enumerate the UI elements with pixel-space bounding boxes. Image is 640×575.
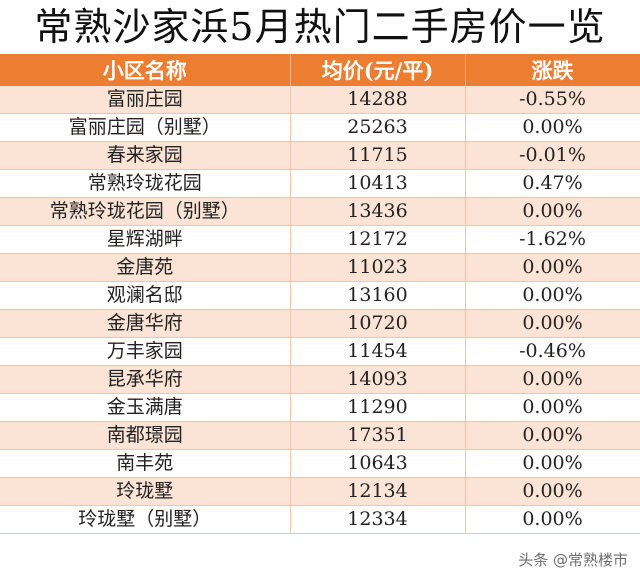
- cell-price: 17351: [290, 421, 466, 450]
- cell-change: -0.46%: [465, 337, 640, 366]
- table-header-row: 小区名称 均价(元/平) 涨跌: [0, 54, 640, 86]
- cell-change: 0.00%: [465, 113, 640, 142]
- header-price: 均价(元/平): [290, 54, 466, 86]
- cell-name: 南丰苑: [0, 449, 291, 478]
- table-row: 玲珑墅 12134 0.00%: [0, 477, 640, 506]
- cell-price: 10720: [290, 309, 466, 338]
- cell-name: 玲珑墅（别墅）: [0, 505, 291, 534]
- cell-name: 南都璟园: [0, 421, 291, 450]
- cell-price: 11290: [290, 393, 466, 422]
- cell-change: 0.47%: [465, 169, 640, 198]
- cell-price: 11454: [290, 337, 466, 366]
- table-row: 南丰苑 10643 0.00%: [0, 449, 640, 478]
- table-row: 金玉满唐 11290 0.00%: [0, 393, 640, 422]
- cell-price: 14093: [290, 365, 466, 394]
- cell-name: 万丰家园: [0, 337, 291, 366]
- cell-name: 常熟玲珑花园（别墅）: [0, 197, 291, 226]
- cell-change: 0.00%: [465, 281, 640, 310]
- cell-name: 金唐苑: [0, 253, 291, 282]
- cell-price: 11715: [290, 141, 466, 170]
- cell-change: -0.01%: [465, 141, 640, 170]
- table-row: 常熟玲珑花园（别墅） 13436 0.00%: [0, 197, 640, 226]
- cell-change: 0.00%: [465, 309, 640, 338]
- table-row: 南都璟园 17351 0.00%: [0, 421, 640, 450]
- table-row: 金唐苑 11023 0.00%: [0, 253, 640, 282]
- cell-name: 富丽庄园（别墅）: [0, 113, 291, 142]
- cell-price: 12334: [290, 505, 466, 534]
- cell-price: 25263: [290, 113, 466, 142]
- table-row: 富丽庄园 14288 -0.55%: [0, 86, 640, 114]
- table-row: 春来家园 11715 -0.01%: [0, 141, 640, 170]
- cell-name: 金唐华府: [0, 309, 291, 338]
- cell-name: 富丽庄园: [0, 86, 291, 114]
- cell-name: 玲珑墅: [0, 477, 291, 506]
- cell-name: 金玉满唐: [0, 393, 291, 422]
- cell-change: 0.00%: [465, 197, 640, 226]
- cell-change: -0.55%: [465, 86, 640, 114]
- cell-name: 常熟玲珑花园: [0, 169, 291, 198]
- header-name: 小区名称: [0, 54, 291, 86]
- cell-name: 春来家园: [0, 141, 291, 170]
- cell-change: 0.00%: [465, 505, 640, 534]
- cell-price: 13436: [290, 197, 466, 226]
- price-table: 小区名称 均价(元/平) 涨跌 富丽庄园 14288 -0.55% 富丽庄园（别墅） 2…: [0, 54, 640, 534]
- cell-change: 0.00%: [465, 477, 640, 506]
- cell-price: 10643: [290, 449, 466, 478]
- cell-price: 11023: [290, 253, 466, 282]
- table-row: 金唐华府 10720 0.00%: [0, 309, 640, 338]
- cell-change: 0.00%: [465, 449, 640, 478]
- table-body: 富丽庄园 14288 -0.55% 富丽庄园（别墅） 25263 0.00% 春来家园 117…: [0, 86, 640, 534]
- page-title: 常熟沙家浜5月热门二手房价一览: [34, 5, 606, 49]
- table-row: 富丽庄园（别墅） 25263 0.00%: [0, 113, 640, 142]
- cell-name: 星辉湖畔: [0, 225, 291, 254]
- cell-change: 0.00%: [465, 365, 640, 394]
- cell-price: 12172: [290, 225, 466, 254]
- header-change: 涨跌: [465, 54, 640, 86]
- cell-name: 昆承华府: [0, 365, 291, 394]
- cell-price: 14288: [290, 86, 466, 114]
- cell-change: 0.00%: [465, 421, 640, 450]
- cell-name: 观澜名邸: [0, 281, 291, 310]
- table-row: 昆承华府 14093 0.00%: [0, 365, 640, 394]
- cell-price: 10413: [290, 169, 466, 198]
- cell-price: 13160: [290, 281, 466, 310]
- table-row: 观澜名邸 13160 0.00%: [0, 281, 640, 310]
- cell-change: 0.00%: [465, 253, 640, 282]
- cell-change: 0.00%: [465, 393, 640, 422]
- cell-change: -1.62%: [465, 225, 640, 254]
- table-row: 玲珑墅（别墅） 12334 0.00%: [0, 505, 640, 534]
- table-row: 星辉湖畔 12172 -1.62%: [0, 225, 640, 254]
- watermark: 头条 @常熟楼市: [518, 551, 628, 569]
- table-row: 常熟玲珑花园 10413 0.47%: [0, 169, 640, 198]
- cell-price: 12134: [290, 477, 466, 506]
- table-row: 万丰家园 11454 -0.46%: [0, 337, 640, 366]
